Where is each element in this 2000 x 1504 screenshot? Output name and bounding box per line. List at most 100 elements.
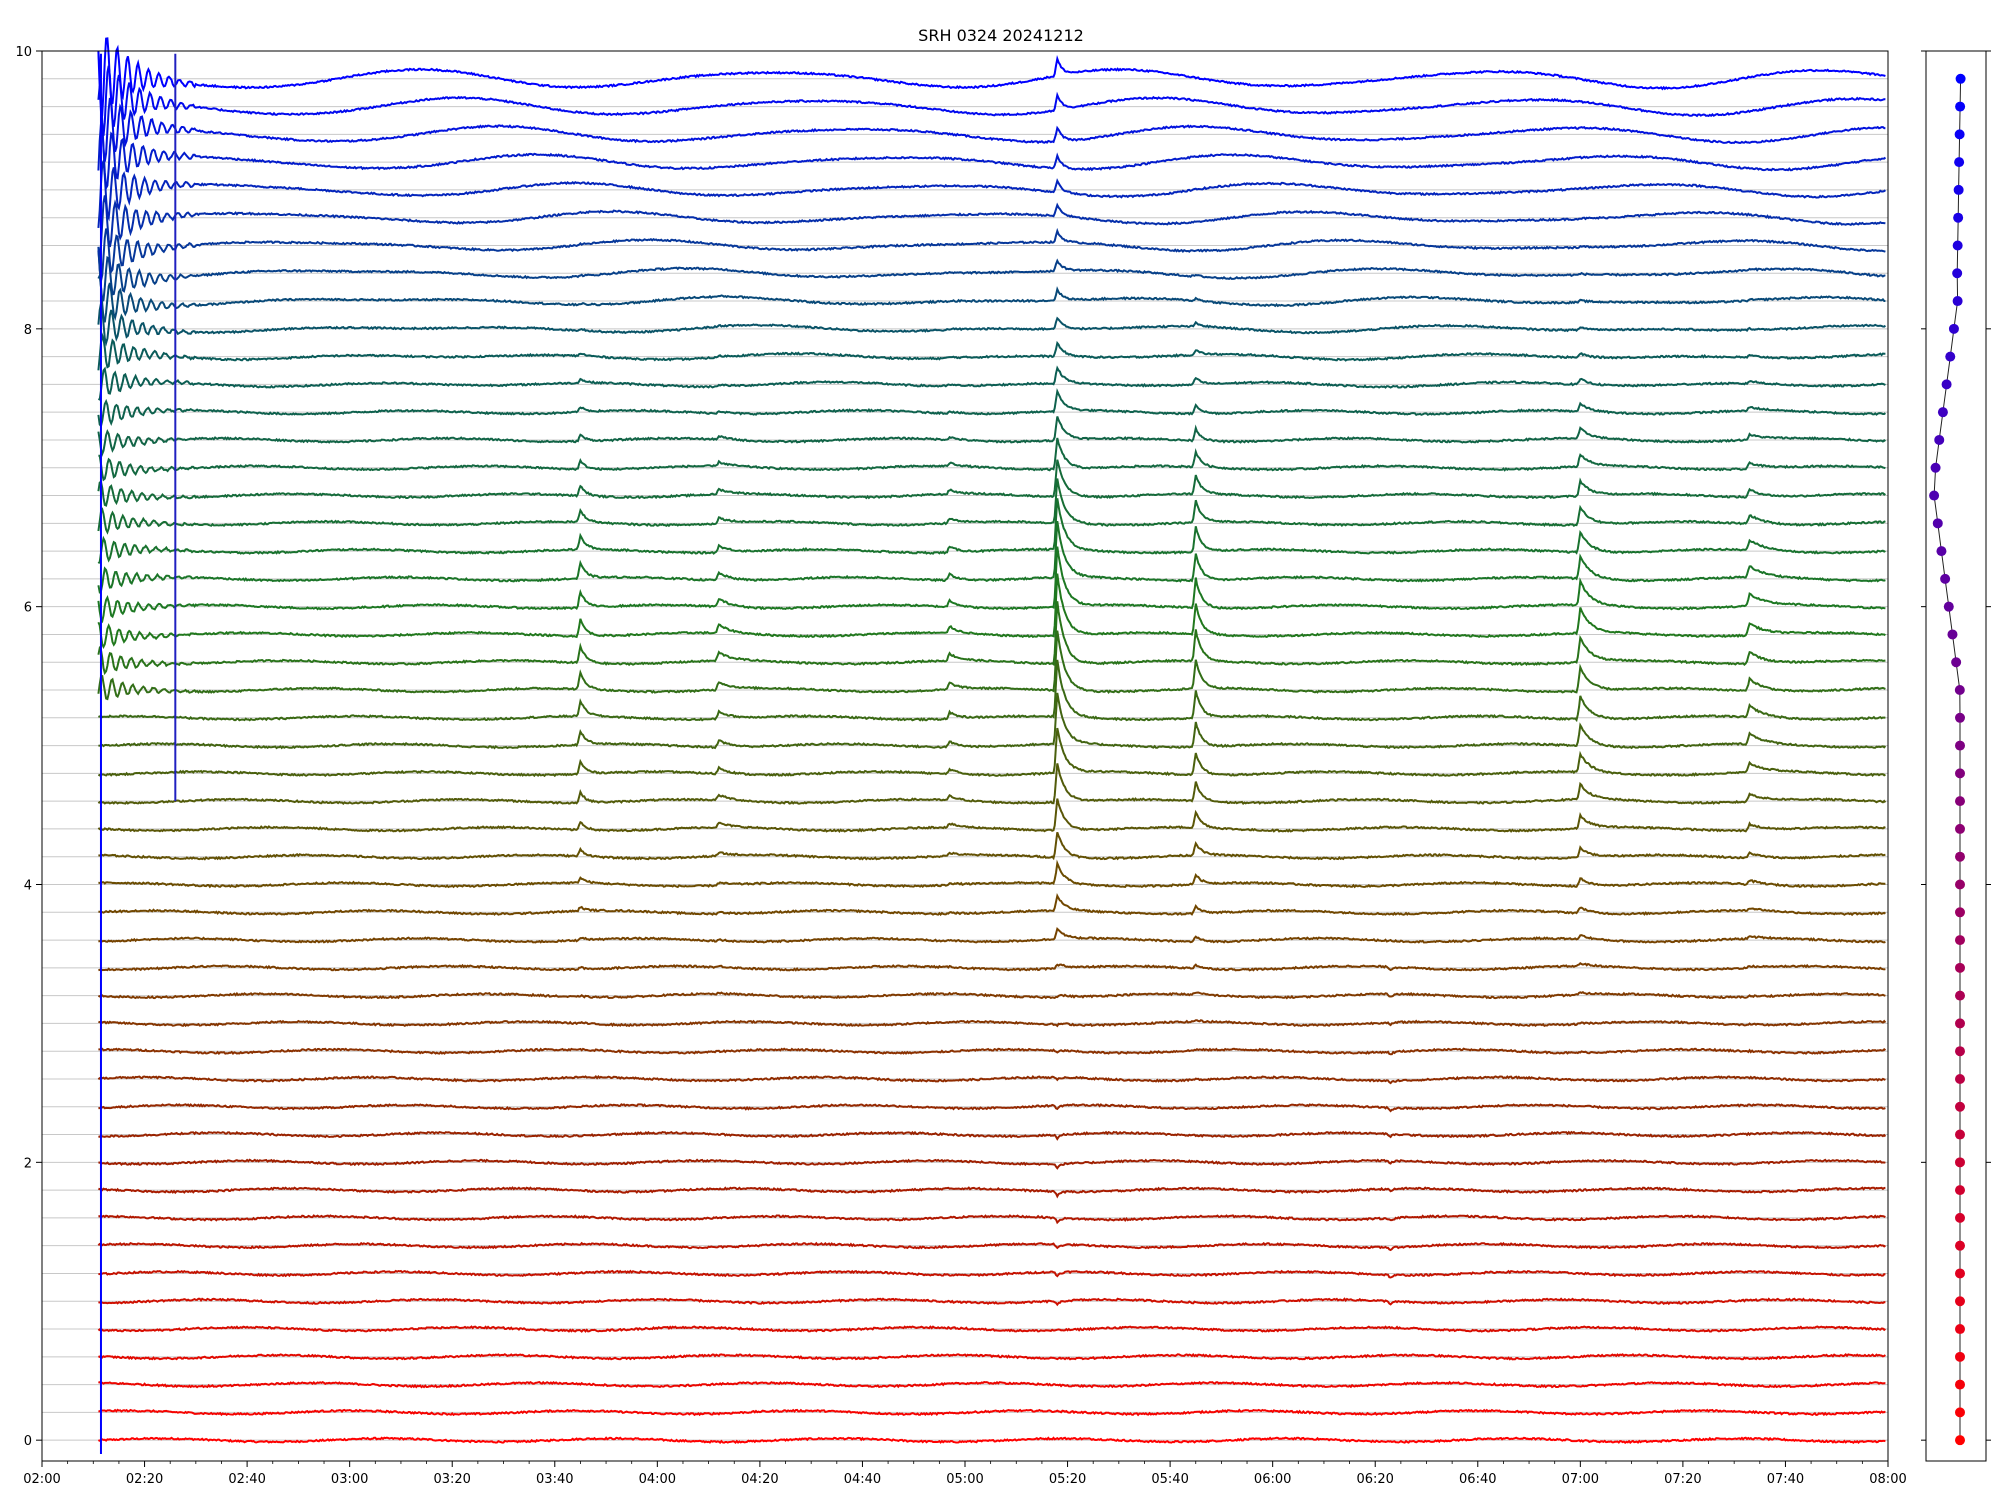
y-tick-label: 8	[24, 323, 32, 338]
channel-position-line	[1933, 78, 1962, 1441]
x-axis: 02:00 02:20 02:40 03:00 03:20 03:40 04:00 04:20…	[23, 1461, 1907, 1487]
channel-dot	[1955, 1073, 1965, 1084]
channel-dot	[1955, 1018, 1965, 1029]
trace-line	[98, 1380, 1886, 1389]
trace-line	[98, 437, 1886, 482]
trace-line	[97, 727, 1886, 778]
x-tick-label: 05:20	[1049, 1472, 1086, 1487]
x-tick-label: 03:40	[536, 1472, 573, 1487]
trace-line	[98, 1408, 1886, 1417]
channel-dot	[1955, 1379, 1965, 1390]
channel-dot	[1930, 462, 1941, 473]
trace-line	[97, 227, 1886, 282]
channel-dot	[1955, 990, 1965, 1001]
trace-line	[97, 478, 1886, 535]
y-tick-label: 10	[15, 45, 32, 60]
trace-line	[97, 1325, 1886, 1333]
x-tick-label: 02:40	[228, 1472, 265, 1487]
channel-dot	[1955, 73, 1966, 84]
channel-dot	[1955, 1268, 1965, 1279]
channel-dot	[1954, 157, 1965, 168]
trace-line	[97, 1075, 1886, 1085]
channel-dot	[1952, 268, 1963, 279]
channel-dot	[1955, 962, 1965, 973]
trace-line	[97, 365, 1886, 401]
channel-dot	[1955, 101, 1966, 112]
chart-title: SRH 0324 20241212	[918, 26, 1084, 45]
y-tick-label: 4	[24, 878, 32, 893]
x-tick-label: 07:20	[1664, 1472, 1701, 1487]
channel-dot	[1955, 1324, 1965, 1335]
channel-dot	[1955, 935, 1965, 946]
x-tick-label: 05:40	[1151, 1472, 1188, 1487]
trace-line	[97, 157, 1886, 228]
trace-line	[97, 763, 1887, 806]
trace-line	[98, 1047, 1887, 1056]
x-tick-label: 02:00	[23, 1472, 60, 1487]
channel-dot	[1947, 629, 1958, 640]
trace-line	[97, 303, 1887, 347]
x-tick-label: 03:00	[331, 1472, 368, 1487]
trace-line	[97, 520, 1886, 594]
channel-dot	[1940, 573, 1951, 584]
y-tick-label: 0	[24, 1434, 32, 1449]
channel-dot	[1955, 1101, 1965, 1112]
x-tick-label: 06:00	[1254, 1472, 1291, 1487]
channel-dot	[1937, 407, 1948, 418]
channel-dot	[1954, 129, 1965, 140]
x-tick-label: 06:40	[1459, 1472, 1496, 1487]
channel-position-dots	[1929, 73, 1966, 1446]
trace-line	[97, 546, 1886, 624]
trace-line	[98, 1269, 1886, 1279]
trace-line	[98, 1297, 1886, 1307]
x-tick-label: 04:40	[844, 1472, 881, 1487]
trace-line	[98, 927, 1886, 944]
channel-dot	[1945, 351, 1956, 362]
baseline-grid	[42, 78, 1888, 1441]
y-tick-label: 6	[24, 601, 32, 616]
channel-dot	[1951, 657, 1962, 668]
trace-line	[98, 1186, 1886, 1199]
trace-line	[97, 1352, 1886, 1361]
channel-dot	[1953, 184, 1964, 195]
channel-position-panel	[1921, 50, 1991, 1462]
trace-line	[98, 1103, 1886, 1113]
channel-dot	[1952, 240, 1963, 251]
trace-line	[97, 123, 1887, 192]
trace-line	[97, 51, 1886, 136]
channel-dot	[1955, 1046, 1965, 1057]
x-tick-label: 02:20	[126, 1472, 163, 1487]
channel-dot	[1955, 740, 1965, 751]
trace-line	[97, 630, 1886, 701]
trace-line	[97, 195, 1886, 257]
channel-dot	[1955, 1157, 1965, 1168]
x-tick-label: 07:40	[1767, 1472, 1804, 1487]
channel-dot	[1955, 1296, 1965, 1307]
channel-dot	[1955, 712, 1965, 723]
channel-dot	[1955, 1351, 1965, 1362]
channel-dot	[1955, 1240, 1965, 1251]
y-axis: 0 2 4 6 8 10	[15, 45, 42, 1449]
channel-dot	[1932, 518, 1943, 529]
x-tick-label: 03:20	[433, 1472, 470, 1487]
side-plot-frame	[1925, 50, 1987, 1462]
channel-dot	[1934, 434, 1945, 445]
trace-line	[97, 85, 1886, 162]
trace-line	[97, 37, 1886, 117]
trace-line	[97, 573, 1886, 650]
channel-dot	[1955, 1212, 1965, 1223]
trace-line	[98, 1130, 1887, 1141]
trace-line	[98, 692, 1887, 750]
channel-dot	[1955, 1129, 1965, 1140]
channel-dot	[1955, 768, 1965, 779]
y-tick-label: 2	[24, 1156, 32, 1171]
x-tick-label: 08:00	[1869, 1472, 1906, 1487]
trace-line	[97, 459, 1886, 507]
x-tick-label: 07:00	[1562, 1472, 1599, 1487]
channel-dot	[1955, 796, 1965, 807]
trace-line	[98, 831, 1886, 861]
trace-line	[98, 659, 1886, 723]
trace-line	[97, 251, 1886, 304]
